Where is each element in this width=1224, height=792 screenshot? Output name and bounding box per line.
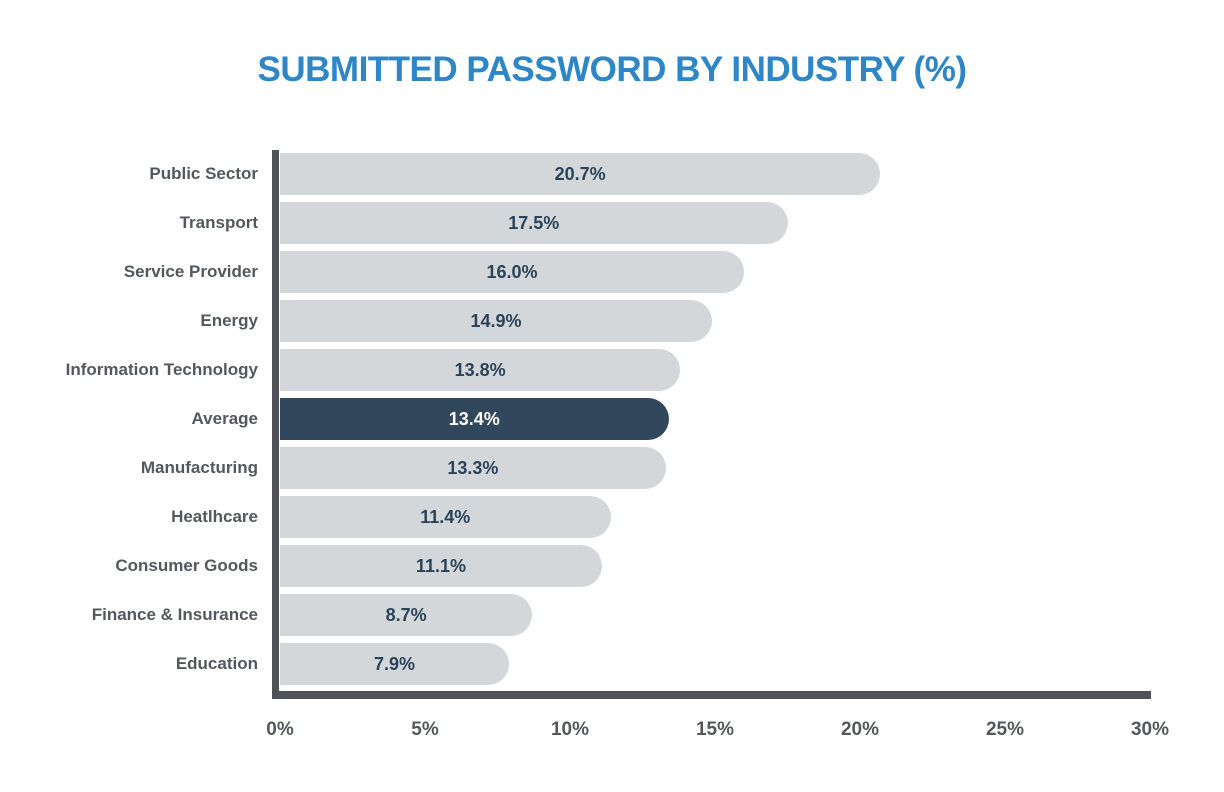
value-label: 11.1% bbox=[415, 555, 466, 576]
category-label: Average bbox=[191, 409, 258, 428]
x-tick-label: 15% bbox=[695, 719, 735, 740]
bar: 16.0% bbox=[280, 251, 744, 293]
x-tick-label: 30% bbox=[1130, 719, 1170, 740]
x-tick-label: 25% bbox=[985, 719, 1025, 740]
category-label: Manufacturing bbox=[140, 458, 258, 477]
chart-row: Service Provider 16.0% bbox=[0, 251, 1224, 293]
bar: 11.1% bbox=[280, 545, 602, 587]
bar: 13.8% bbox=[280, 349, 681, 391]
chart-row: Transport 17.5% bbox=[0, 202, 1224, 244]
x-tick-label: 0% bbox=[266, 719, 294, 740]
value-label: 14.9% bbox=[470, 310, 522, 331]
chart-row: Manufacturing 13.3% bbox=[0, 447, 1224, 489]
chart-row: Finance & Insurance 8.7% bbox=[0, 594, 1224, 636]
value-label: 16.0% bbox=[486, 261, 538, 282]
bar: 13.3% bbox=[280, 447, 666, 489]
value-label: 17.5% bbox=[508, 212, 560, 233]
x-axis-tick-labels: 0% 5% 10% 15% 20% 25% 30% bbox=[0, 719, 1224, 749]
bar: 20.7% bbox=[280, 153, 881, 195]
chart-rows: Public Sector 20.7% Transport 17.5% Service … bbox=[0, 153, 1224, 692]
x-axis-line bbox=[272, 691, 1151, 699]
category-label: Energy bbox=[200, 311, 258, 330]
chart-row: Average 13.4% bbox=[0, 398, 1224, 440]
chart-row: Heatlhcare 11.4% bbox=[0, 496, 1224, 538]
category-label: Transport bbox=[179, 213, 258, 232]
category-label: Public Sector bbox=[149, 164, 258, 183]
value-label: 8.7% bbox=[385, 604, 427, 625]
x-tick-label: 5% bbox=[411, 719, 439, 740]
chart-row: Consumer Goods 11.1% bbox=[0, 545, 1224, 587]
bar: 17.5% bbox=[280, 202, 788, 244]
bar: 8.7% bbox=[280, 594, 533, 636]
chart-row: Public Sector 20.7% bbox=[0, 153, 1224, 195]
y-axis-line bbox=[272, 150, 279, 699]
value-label: 13.3% bbox=[447, 457, 499, 478]
category-label: Education bbox=[175, 654, 258, 673]
value-label: 11.4% bbox=[420, 506, 471, 527]
x-tick-label: 20% bbox=[840, 719, 880, 740]
bar: 11.4% bbox=[280, 496, 611, 538]
value-label: 20.7% bbox=[554, 163, 606, 184]
value-label: 7.9% bbox=[374, 653, 416, 674]
category-label: Service Provider bbox=[123, 262, 258, 281]
chart-title: SUBMITTED PASSWORD BY INDUSTRY (%) bbox=[257, 50, 967, 89]
bar-highlighted: 13.4% bbox=[280, 398, 669, 440]
chart-row: Energy 14.9% bbox=[0, 300, 1224, 342]
chart-row: Education 7.9% bbox=[0, 643, 1224, 685]
bar: 7.9% bbox=[280, 643, 510, 685]
category-label: Consumer Goods bbox=[115, 556, 258, 575]
value-label: 13.4% bbox=[448, 408, 500, 429]
category-label: Heatlhcare bbox=[171, 507, 258, 526]
value-label: 13.8% bbox=[454, 359, 506, 380]
x-tick-label: 10% bbox=[550, 719, 590, 740]
category-label: Information Technology bbox=[65, 360, 258, 379]
category-label: Finance & Insurance bbox=[91, 605, 258, 624]
bar: 14.9% bbox=[280, 300, 713, 342]
chart-row: Information Technology 13.8% bbox=[0, 349, 1224, 391]
